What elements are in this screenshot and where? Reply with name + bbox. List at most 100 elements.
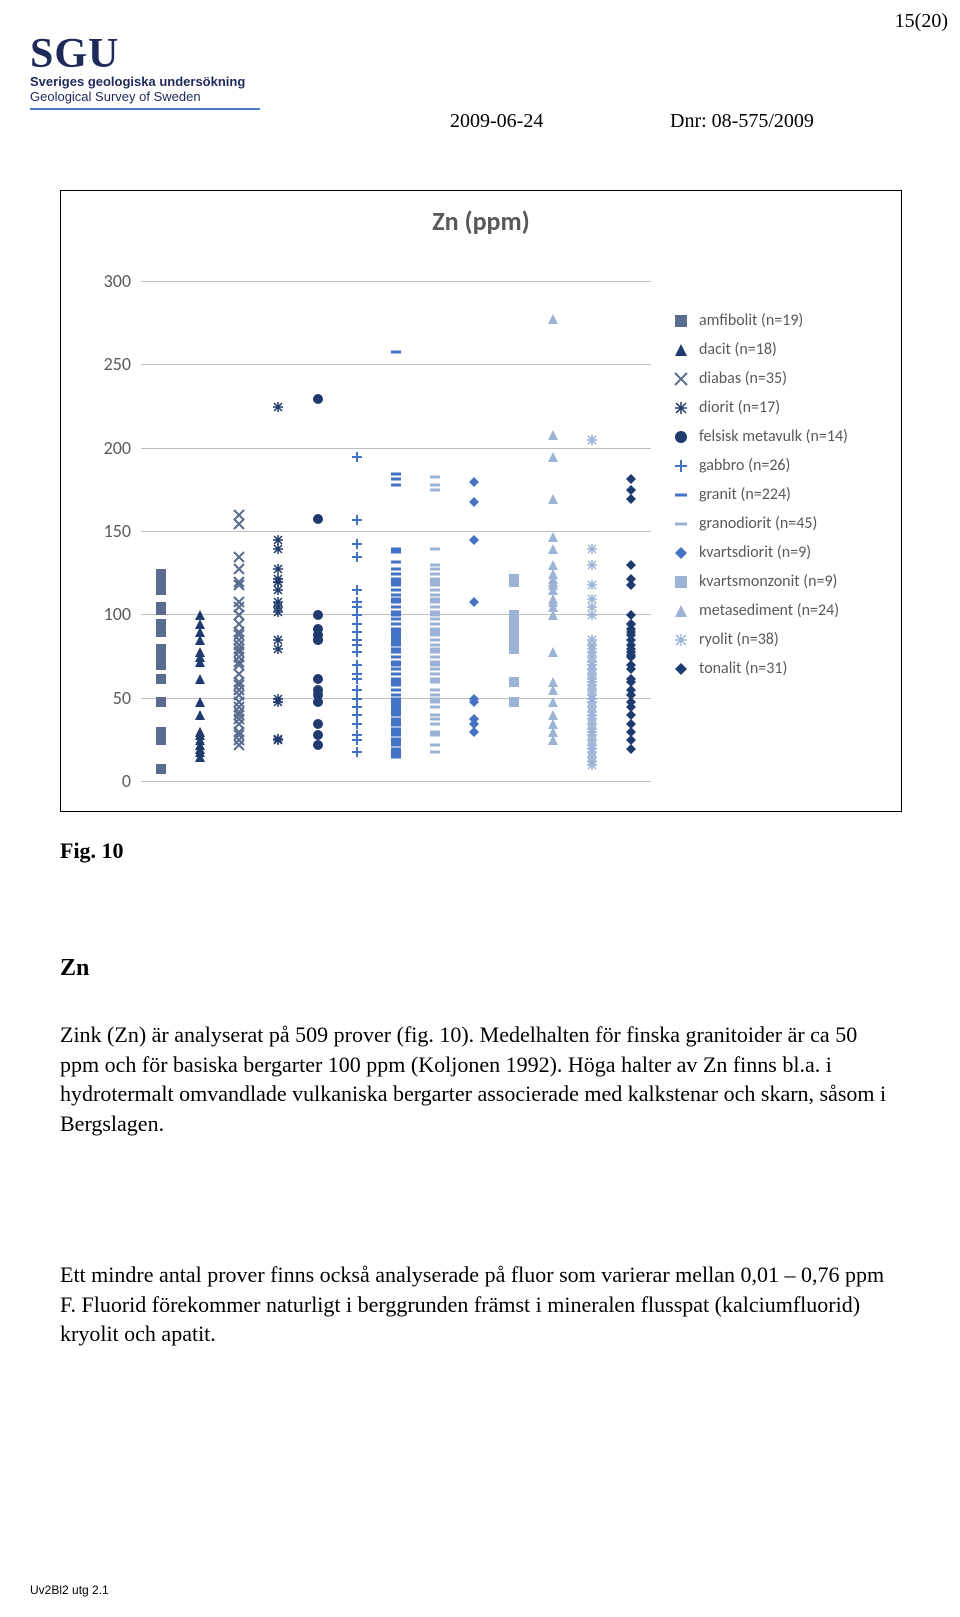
y-tick-label: 300	[91, 270, 131, 292]
legend-marker-icon	[671, 603, 691, 619]
data-point	[155, 695, 167, 713]
data-point	[468, 695, 480, 713]
data-point	[351, 550, 363, 568]
chart-title: Zn (ppm)	[61, 205, 901, 237]
data-point	[351, 450, 363, 468]
page: 15(20) SGU Sveriges geologiska undersökn…	[0, 0, 960, 1617]
legend-marker-icon	[671, 429, 691, 445]
body-paragraph-1: Zink (Zn) är analyserat på 509 prover (f…	[60, 1020, 900, 1139]
data-point	[312, 695, 324, 713]
data-point	[508, 695, 520, 713]
data-point	[194, 750, 206, 768]
legend-marker-icon	[671, 487, 691, 503]
legend-marker-icon	[671, 545, 691, 561]
data-point	[625, 742, 637, 760]
data-point	[155, 762, 167, 780]
data-point	[429, 542, 441, 560]
data-point	[312, 633, 324, 651]
data-point	[272, 542, 284, 560]
data-point	[390, 750, 402, 768]
legend-item: dacit (n=18)	[671, 340, 881, 359]
data-point	[351, 513, 363, 531]
data-point	[508, 575, 520, 593]
legend-label: diabas (n=35)	[699, 369, 787, 388]
page-footer: Uv2Bl2 utg 2.1	[30, 1583, 109, 1597]
data-point	[547, 450, 559, 468]
data-point	[547, 428, 559, 446]
y-tick-label: 200	[91, 437, 131, 459]
data-point	[547, 492, 559, 510]
data-point	[233, 517, 245, 535]
data-point	[468, 595, 480, 613]
data-point	[468, 475, 480, 493]
legend-marker-icon	[671, 574, 691, 590]
header-dnr: Dnr: 08-575/2009	[670, 110, 814, 133]
legend-item: ryolit (n=38)	[671, 630, 881, 649]
legend-marker-icon	[671, 458, 691, 474]
data-point	[547, 608, 559, 626]
data-point	[390, 345, 402, 363]
y-tick-label: 100	[91, 603, 131, 625]
legend-item: granit (n=224)	[671, 485, 881, 504]
data-point	[508, 675, 520, 693]
legend-label: diorit (n=17)	[699, 398, 780, 417]
y-tick-label: 50	[91, 687, 131, 709]
legend-label: felsisk metavulk (n=14)	[699, 427, 848, 446]
data-point	[586, 558, 598, 576]
data-point	[468, 725, 480, 743]
legend-item: diabas (n=35)	[671, 369, 881, 388]
legend-label: dacit (n=18)	[699, 340, 777, 359]
logo-subtitle-2: Geological Survey of Sweden	[30, 89, 260, 104]
legend-label: granodiorit (n=45)	[699, 514, 817, 533]
legend-marker-icon	[671, 313, 691, 329]
data-point	[468, 495, 480, 513]
data-point	[586, 608, 598, 626]
plot-area: 050100150200250300	[141, 281, 651, 781]
page-header: SGU Sveriges geologiska undersökning Geo…	[30, 30, 930, 140]
legend-marker-icon	[671, 400, 691, 416]
data-point	[272, 642, 284, 660]
data-point	[586, 542, 598, 560]
data-point	[233, 738, 245, 756]
data-point	[312, 512, 324, 530]
data-point	[429, 483, 441, 501]
gridline	[141, 781, 651, 782]
data-point	[194, 655, 206, 673]
chart-legend: amfibolit (n=19) dacit (n=18) diabas (n=35…	[671, 311, 881, 688]
legend-label: kvartsdiorit (n=9)	[699, 543, 811, 562]
gridline	[141, 448, 651, 449]
legend-marker-icon	[671, 632, 691, 648]
legend-marker-icon	[671, 342, 691, 358]
legend-item: granodiorit (n=45)	[671, 514, 881, 533]
logo-rule	[30, 108, 260, 110]
data-point	[312, 738, 324, 756]
legend-label: granit (n=224)	[699, 485, 791, 504]
legend-marker-icon	[671, 661, 691, 677]
chart-container: Zn (ppm) 050100150200250300	[60, 190, 902, 812]
data-point	[194, 708, 206, 726]
legend-label: kvartsmonzonit (n=9)	[699, 572, 837, 591]
data-point	[272, 400, 284, 418]
body-paragraph-2: Ett mindre antal prover finns också anal…	[60, 1260, 900, 1349]
legend-item: diorit (n=17)	[671, 398, 881, 417]
data-point	[468, 533, 480, 551]
logo-text: SGU	[30, 30, 260, 78]
data-point	[194, 672, 206, 690]
data-point	[429, 745, 441, 763]
legend-item: amfibolit (n=19)	[671, 311, 881, 330]
data-point	[547, 733, 559, 751]
section-heading: Zn	[60, 955, 89, 982]
data-point	[155, 672, 167, 690]
header-date: 2009-06-24	[450, 110, 543, 133]
data-point	[390, 478, 402, 496]
figure-caption: Fig. 10	[60, 838, 124, 864]
legend-label: tonalit (n=31)	[699, 659, 787, 678]
legend-marker-icon	[671, 516, 691, 532]
data-point	[351, 745, 363, 763]
data-point	[508, 642, 520, 660]
data-point	[625, 578, 637, 596]
sgu-logo: SGU Sveriges geologiska undersökning Geo…	[30, 30, 260, 110]
data-point	[312, 392, 324, 410]
data-point	[547, 312, 559, 330]
legend-label: metasediment (n=24)	[699, 601, 839, 620]
